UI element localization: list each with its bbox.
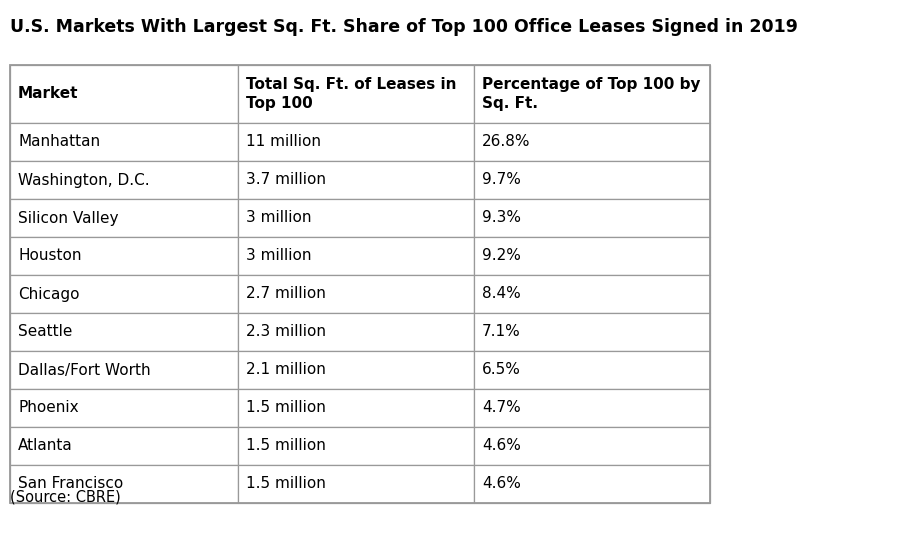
Bar	[10, 161, 238, 199]
Text: 3 million: 3 million	[246, 249, 311, 264]
Bar	[474, 465, 710, 503]
Bar	[10, 123, 238, 161]
Text: 11 million: 11 million	[246, 135, 321, 150]
Text: Dallas/Fort Worth: Dallas/Fort Worth	[18, 362, 150, 377]
Text: 1.5 million: 1.5 million	[246, 438, 326, 453]
Text: 26.8%: 26.8%	[482, 135, 530, 150]
Text: Houston: Houston	[18, 249, 82, 264]
Bar	[238, 65, 474, 123]
Bar	[238, 465, 474, 503]
Text: San Francisco: San Francisco	[18, 477, 123, 492]
Bar	[474, 313, 710, 351]
Bar	[474, 161, 710, 199]
Text: Percentage of Top 100 by
Sq. Ft.: Percentage of Top 100 by Sq. Ft.	[482, 77, 700, 111]
Text: 3 million: 3 million	[246, 211, 311, 226]
Text: 7.1%: 7.1%	[482, 324, 521, 339]
Bar	[238, 351, 474, 389]
Bar	[474, 237, 710, 275]
Text: 1.5 million: 1.5 million	[246, 400, 326, 415]
Text: 2.3 million: 2.3 million	[246, 324, 326, 339]
Text: Phoenix: Phoenix	[18, 400, 78, 415]
Text: Market: Market	[18, 86, 78, 101]
Bar	[474, 65, 710, 123]
Bar	[238, 123, 474, 161]
Bar	[10, 313, 238, 351]
Text: Silicon Valley: Silicon Valley	[18, 211, 119, 226]
Bar	[238, 313, 474, 351]
Bar	[238, 237, 474, 275]
Bar	[474, 427, 710, 465]
Text: 4.6%: 4.6%	[482, 477, 521, 492]
Text: 4.7%: 4.7%	[482, 400, 521, 415]
Bar	[474, 199, 710, 237]
Text: 8.4%: 8.4%	[482, 287, 521, 301]
Text: U.S. Markets With Largest Sq. Ft. Share of Top 100 Office Leases Signed in 2019: U.S. Markets With Largest Sq. Ft. Share …	[10, 18, 798, 36]
Bar	[474, 275, 710, 313]
Text: 9.7%: 9.7%	[482, 173, 521, 188]
Bar	[474, 389, 710, 427]
Text: 2.7 million: 2.7 million	[246, 287, 326, 301]
Text: (Source: CBRE): (Source: CBRE)	[10, 490, 121, 505]
Bar	[10, 427, 238, 465]
Bar	[474, 351, 710, 389]
Bar	[238, 161, 474, 199]
Bar	[10, 237, 238, 275]
Bar	[238, 389, 474, 427]
Text: 2.1 million: 2.1 million	[246, 362, 326, 377]
Text: Manhattan: Manhattan	[18, 135, 100, 150]
Bar	[10, 389, 238, 427]
Text: Seattle: Seattle	[18, 324, 72, 339]
Text: 9.3%: 9.3%	[482, 211, 521, 226]
Bar	[238, 427, 474, 465]
Text: 3.7 million: 3.7 million	[246, 173, 326, 188]
Text: 4.6%: 4.6%	[482, 438, 521, 453]
Bar	[10, 65, 238, 123]
Bar	[10, 65, 710, 503]
Bar	[10, 275, 238, 313]
Bar	[238, 275, 474, 313]
Text: 6.5%: 6.5%	[482, 362, 521, 377]
Text: 1.5 million: 1.5 million	[246, 477, 326, 492]
Text: Total Sq. Ft. of Leases in
Top 100: Total Sq. Ft. of Leases in Top 100	[246, 77, 456, 111]
Text: Atlanta: Atlanta	[18, 438, 73, 453]
Bar	[10, 465, 238, 503]
Bar	[10, 199, 238, 237]
Bar	[10, 351, 238, 389]
Text: Washington, D.C.: Washington, D.C.	[18, 173, 149, 188]
Bar	[238, 199, 474, 237]
Bar	[474, 123, 710, 161]
Text: 9.2%: 9.2%	[482, 249, 521, 264]
Text: Chicago: Chicago	[18, 287, 79, 301]
